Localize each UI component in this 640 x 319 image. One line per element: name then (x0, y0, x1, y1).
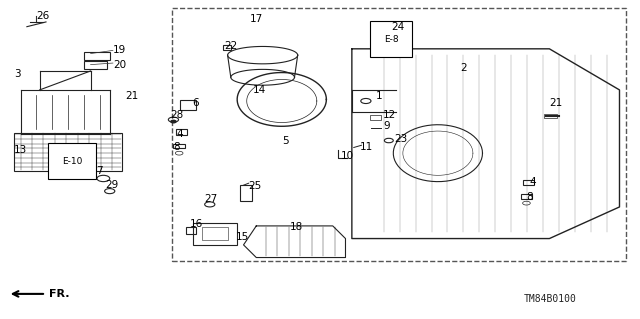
Text: 19: 19 (113, 45, 126, 56)
Bar (84, 52, 109, 60)
Text: 6: 6 (193, 98, 199, 108)
Text: 21: 21 (125, 91, 139, 101)
Text: 20: 20 (113, 60, 126, 70)
Bar (68, 168, 88, 174)
Text: 7: 7 (96, 166, 102, 175)
Text: 27: 27 (204, 194, 217, 204)
Text: 1: 1 (376, 91, 383, 101)
Circle shape (171, 120, 176, 123)
Text: E-8: E-8 (384, 35, 398, 44)
Text: 10: 10 (340, 151, 353, 161)
Text: TM84B0100: TM84B0100 (524, 293, 577, 304)
Text: E-10: E-10 (62, 157, 83, 166)
Text: 18: 18 (289, 222, 303, 233)
Text: 4: 4 (177, 129, 183, 139)
Text: 11: 11 (360, 142, 372, 152)
Text: 25: 25 (248, 182, 262, 191)
Text: 9: 9 (384, 121, 390, 131)
Text: 28: 28 (170, 110, 184, 120)
Text: 26: 26 (36, 11, 50, 21)
Bar (193, 223, 237, 245)
Bar (84, 62, 106, 69)
Bar (523, 180, 534, 185)
Bar (521, 194, 532, 199)
Bar (180, 100, 196, 109)
Text: 8: 8 (173, 142, 180, 152)
Bar (241, 185, 252, 201)
Text: 29: 29 (105, 181, 118, 190)
Bar (223, 45, 231, 50)
Text: 14: 14 (253, 85, 266, 95)
Text: 16: 16 (189, 219, 203, 229)
Text: 3: 3 (14, 69, 20, 79)
Text: 2: 2 (460, 63, 467, 73)
Bar (176, 129, 188, 135)
Text: 13: 13 (14, 145, 28, 155)
Text: 8: 8 (526, 192, 532, 203)
Text: 22: 22 (225, 41, 237, 51)
Text: 12: 12 (383, 110, 396, 120)
Text: 5: 5 (282, 136, 289, 145)
Text: 24: 24 (392, 22, 404, 32)
Bar (202, 227, 228, 241)
Text: 15: 15 (236, 232, 249, 242)
Bar (370, 115, 381, 120)
Text: 17: 17 (250, 14, 263, 24)
Bar (173, 144, 185, 148)
Text: 21: 21 (549, 98, 563, 108)
Text: 4: 4 (529, 177, 536, 187)
Text: 23: 23 (394, 134, 408, 144)
Text: FR.: FR. (49, 289, 70, 299)
Bar (544, 114, 557, 118)
